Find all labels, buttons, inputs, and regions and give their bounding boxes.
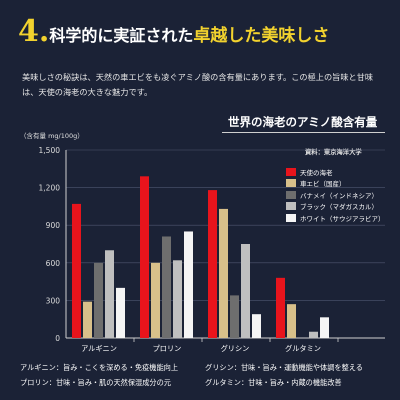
bar [151, 262, 160, 338]
bar-chart: 0 300 600 900 1,200 1,500 アルギニン プロリン グリシン グルタミン [39, 146, 385, 353]
page-title: 4.科学的に実証された卓越した美味しさ [18, 14, 329, 49]
bar [219, 208, 228, 338]
section-number: 4. [18, 14, 50, 49]
legend-item: ブラック（マダガスカル） [286, 201, 385, 213]
legend-label: 車エビ（国産） [300, 180, 346, 189]
legend-item: 天使の海老 [286, 166, 385, 178]
bar [94, 262, 103, 338]
chart-title: 世界の海老のアミノ酸含有量 [228, 115, 378, 129]
bar [309, 331, 318, 338]
category-label: プロリン [153, 344, 182, 353]
y-tick-label: 300 [46, 296, 61, 305]
amino-acid-notes: アルギニン：旨み・こくを深める・免疫機能向上 グリシン：甘味・旨み・運動機能や体… [20, 360, 390, 390]
bar [230, 295, 239, 338]
legend-item: バナメイ（インドネシア） [286, 189, 385, 201]
note-arginine: アルギニン：旨み・こくを深める・免疫機能向上 [20, 362, 179, 372]
bar [184, 231, 193, 338]
bar [105, 250, 114, 338]
bar [241, 244, 250, 338]
notes-row: プロリン：甘味・旨み・肌の天然保湿成分の元 グルタミン：甘味・旨み・内蔵の機能改… [20, 375, 390, 390]
bar [320, 317, 329, 338]
y-tick-label: 1,200 [39, 184, 61, 193]
chart-title-underline [222, 132, 385, 133]
lead-paragraph: 美味しさの秘訣は、天然の車エビをも凌ぐアミノ酸の含有量にあります。この極上の旨味… [22, 72, 374, 97]
bar [276, 277, 285, 338]
bar [116, 287, 125, 338]
bar [83, 301, 92, 338]
y-tick-label: 600 [46, 259, 61, 268]
y-tick-label: 1,500 [39, 146, 61, 155]
legend-swatch [286, 202, 296, 211]
note-proline: プロリン：甘味・旨み・肌の天然保湿成分の元 [20, 377, 171, 387]
y-tick-label: 0 [55, 334, 60, 343]
bar [173, 260, 182, 338]
legend-item: 車エビ（国産） [286, 178, 385, 190]
title-part-2: 卓越した美味しさ [193, 26, 330, 46]
bar [140, 176, 149, 338]
category-label: グリシン [221, 344, 250, 353]
legend-label: ホワイト（サウジアラビア） [300, 214, 385, 223]
legend-swatch [286, 213, 296, 222]
bar [252, 314, 261, 338]
note-glycine: グリシン：甘味・旨み・運動機能や体調を整える [205, 362, 363, 372]
category-label: アルギニン [81, 344, 117, 353]
bar [287, 304, 296, 338]
note-glutamine: グルタミン：甘味・旨み・内蔵の機能改善 [205, 377, 342, 387]
category-label: グルタミン [285, 344, 321, 353]
legend-swatch [286, 167, 296, 176]
legend-label: ブラック（マダガスカル） [300, 203, 378, 212]
bar [162, 236, 171, 338]
chart-legend: 天使の海老 車エビ（国産） バナメイ（インドネシア） ブラック（マダガスカル） … [286, 166, 385, 224]
chart-source: 資料：東京海洋大学 [305, 149, 362, 156]
legend-label: バナメイ（インドネシア） [300, 191, 378, 200]
y-tick-label: 900 [46, 221, 61, 230]
bar [72, 203, 81, 338]
y-axis-label: （含有量 mg/100g） [20, 132, 84, 140]
legend-swatch [286, 190, 296, 199]
bar [208, 190, 217, 338]
title-part-1: 科学的に実証された [49, 26, 194, 45]
notes-row: アルギニン：旨み・こくを深める・免疫機能向上 グリシン：甘味・旨み・運動機能や体… [20, 360, 390, 375]
legend-label: 天使の海老 [300, 168, 333, 177]
legend-item: ホワイト（サウジアラビア） [286, 212, 385, 224]
legend-swatch [286, 179, 296, 188]
